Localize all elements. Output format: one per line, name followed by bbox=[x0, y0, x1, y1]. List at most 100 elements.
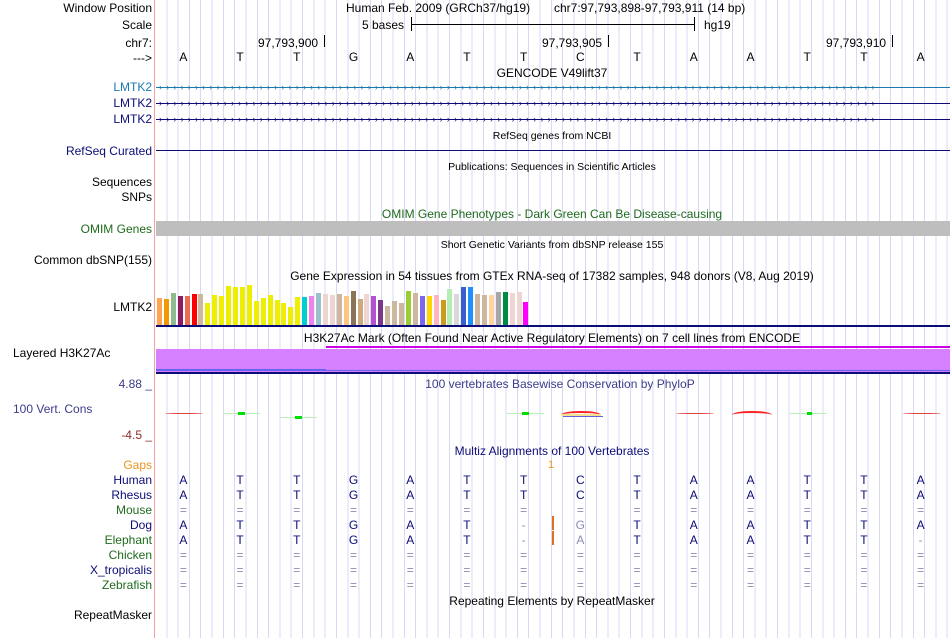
gtex-bar-32[interactable] bbox=[371, 296, 377, 325]
gtex-bar-9[interactable] bbox=[212, 295, 218, 325]
species-label-human[interactable]: Human bbox=[113, 473, 152, 487]
publications-track-title: Publications: Sequences in Scientific Ar… bbox=[448, 161, 656, 173]
alignment-base: A bbox=[406, 533, 415, 547]
gtex-bar-6[interactable] bbox=[191, 294, 197, 325]
gtex-bar-29[interactable] bbox=[350, 291, 356, 325]
gtex-bar-45[interactable] bbox=[461, 287, 467, 325]
phylop-label[interactable]: 100 Vert. Cons bbox=[13, 402, 93, 416]
dbsnp-label[interactable]: Common dbSNP(155) bbox=[33, 253, 152, 267]
gap-count[interactable]: 1 bbox=[548, 459, 555, 471]
alignment-base: = bbox=[690, 563, 698, 577]
gtex-bar-26[interactable] bbox=[329, 295, 335, 325]
gtex-bar-1[interactable] bbox=[157, 298, 162, 325]
omim-genes-label[interactable]: OMIM Genes bbox=[80, 222, 152, 236]
refseq-gene-line[interactable] bbox=[156, 150, 950, 151]
gtex-bar-39[interactable] bbox=[419, 296, 425, 325]
gtex-bar-37[interactable] bbox=[405, 291, 411, 325]
gtex-bar-22[interactable] bbox=[302, 297, 308, 325]
gtex-bar-7[interactable] bbox=[198, 294, 204, 325]
gtex-bar-34[interactable] bbox=[385, 305, 391, 325]
gtex-bar-14[interactable] bbox=[246, 285, 252, 325]
species-label-x_tropicalis[interactable]: X_tropicalis bbox=[89, 563, 152, 577]
gtex-bar-24[interactable] bbox=[316, 293, 322, 325]
gtex-bar-20[interactable] bbox=[288, 306, 294, 325]
gtex-bar-28[interactable] bbox=[343, 296, 349, 325]
insertion-marker-dog[interactable] bbox=[552, 516, 554, 530]
gtex-bar-15[interactable] bbox=[253, 301, 259, 325]
gtex-bar-49[interactable] bbox=[488, 295, 494, 325]
gtex-bar-8[interactable] bbox=[205, 303, 211, 325]
species-label-elephant[interactable]: Elephant bbox=[104, 533, 152, 547]
refseq-curated-label[interactable]: RefSeq Curated bbox=[65, 144, 152, 158]
species-label-zebrafish[interactable]: Zebrafish bbox=[101, 578, 152, 592]
omim-feature-bar[interactable] bbox=[156, 221, 950, 236]
alignment-base: = bbox=[406, 503, 414, 517]
gtex-bar-51[interactable] bbox=[502, 292, 508, 325]
gtex-bar-52[interactable] bbox=[509, 293, 515, 325]
gtex-bar-41[interactable] bbox=[433, 295, 439, 325]
gtex-bar-12[interactable] bbox=[233, 287, 239, 325]
publications-sequences-label[interactable]: Sequences bbox=[91, 175, 152, 189]
alignment-base: A bbox=[916, 488, 925, 502]
gtex-bar-3[interactable] bbox=[170, 293, 176, 325]
gtex-bar-17[interactable] bbox=[267, 295, 273, 325]
gtex-bar-48[interactable] bbox=[482, 295, 487, 325]
gtex-bar-5[interactable] bbox=[184, 296, 190, 325]
multiz-gaps-label[interactable]: Gaps bbox=[123, 458, 152, 472]
species-label-rhesus[interactable]: Rhesus bbox=[111, 488, 152, 502]
gtex-bar-35[interactable] bbox=[392, 301, 398, 325]
gtex-bar-46[interactable] bbox=[468, 287, 474, 325]
assembly-title: Human Feb. 2009 (GRCh37/hg19) bbox=[346, 1, 531, 15]
gtex-bar-31[interactable] bbox=[364, 294, 370, 325]
publications-snps-label[interactable]: SNPs bbox=[121, 190, 152, 204]
alignment-base: = bbox=[520, 548, 528, 562]
alignment-base: = bbox=[803, 563, 811, 577]
gtex-bar-40[interactable] bbox=[426, 296, 432, 325]
gtex-bar-33[interactable] bbox=[378, 300, 384, 325]
gtex-bar-11[interactable] bbox=[226, 286, 232, 325]
gtex-bar-13[interactable] bbox=[239, 287, 245, 325]
alignment-base: A bbox=[746, 518, 755, 532]
species-label-mouse[interactable]: Mouse bbox=[115, 503, 152, 517]
gtex-bar-43[interactable] bbox=[447, 289, 453, 325]
gencode-gene-line-1[interactable] bbox=[156, 87, 950, 88]
gtex-expression-chart[interactable] bbox=[156, 284, 950, 325]
alignment-base: - bbox=[521, 518, 526, 532]
position-readout[interactable]: chr7:97,793,898-97,793,911 (14 bp) bbox=[554, 1, 746, 15]
gencode-gene-line-2[interactable] bbox=[156, 103, 950, 104]
gtex-bar-18[interactable] bbox=[274, 300, 280, 325]
gencode-item-label-2[interactable]: LMTK2 bbox=[113, 96, 152, 110]
species-label-chicken[interactable]: Chicken bbox=[108, 548, 152, 562]
gtex-bar-54[interactable] bbox=[523, 302, 529, 325]
gtex-bar-50[interactable] bbox=[495, 292, 501, 325]
gtex-bar-36[interactable] bbox=[399, 303, 405, 325]
gtex-bar-21[interactable] bbox=[295, 297, 301, 325]
h3k27ac-signal[interactable] bbox=[156, 346, 950, 372]
alignment-base: A bbox=[179, 533, 188, 547]
gtex-bar-16[interactable] bbox=[260, 298, 266, 325]
gencode-item-label-1[interactable]: LMTK2 bbox=[113, 80, 152, 94]
gtex-bar-42[interactable] bbox=[440, 300, 446, 325]
gtex-bar-47[interactable] bbox=[475, 294, 481, 325]
repeatmasker-label[interactable]: RepeatMasker bbox=[73, 608, 152, 622]
gtex-bar-53[interactable] bbox=[516, 292, 522, 325]
gtex-bar-25[interactable] bbox=[322, 294, 328, 325]
h3k27ac-label[interactable]: Layered H3K27Ac bbox=[13, 346, 111, 360]
gtex-bar-38[interactable] bbox=[412, 293, 418, 325]
gtex-bar-44[interactable] bbox=[454, 294, 460, 325]
gtex-bar-2[interactable] bbox=[163, 299, 169, 325]
gtex-gene-label[interactable]: LMTK2 bbox=[113, 300, 152, 314]
gtex-bar-4[interactable] bbox=[177, 296, 183, 325]
gtex-bar-27[interactable] bbox=[336, 294, 342, 325]
species-label-dog[interactable]: Dog bbox=[129, 518, 152, 532]
gencode-item-label-3[interactable]: LMTK2 bbox=[113, 112, 152, 126]
gtex-bar-10[interactable] bbox=[219, 296, 225, 325]
gtex-bar-23[interactable] bbox=[309, 296, 315, 325]
gtex-bar-19[interactable] bbox=[281, 303, 287, 325]
alignment-base: = bbox=[576, 548, 584, 562]
phylop-signal[interactable] bbox=[156, 405, 950, 425]
insertion-marker-elephant[interactable] bbox=[552, 531, 554, 545]
gencode-gene-line-3[interactable] bbox=[156, 119, 950, 120]
gtex-bar-30[interactable] bbox=[357, 299, 363, 325]
